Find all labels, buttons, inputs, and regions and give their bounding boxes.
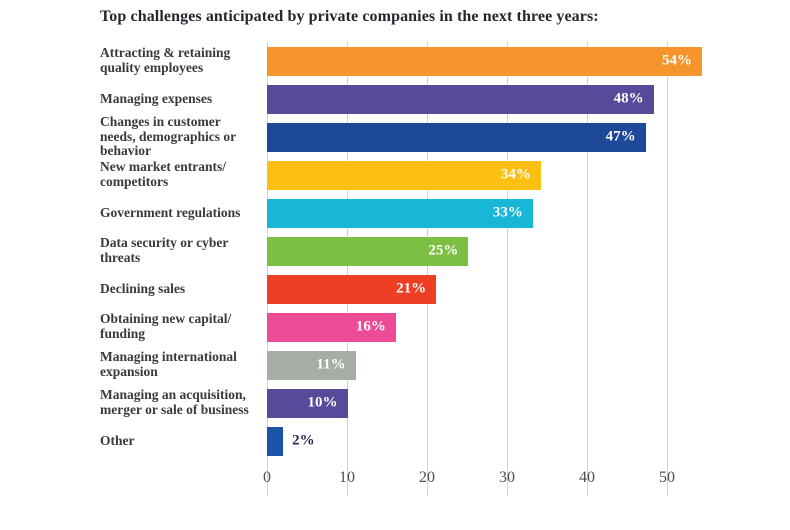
bar-track: 2% — [267, 426, 710, 456]
bar-value-label: 48% — [613, 90, 644, 107]
bar — [267, 84, 654, 114]
bar-track: 25% — [267, 236, 710, 266]
x-tick-label: 50 — [659, 469, 675, 486]
bar-value-label: 34% — [500, 166, 531, 183]
gridline-0 — [267, 42, 268, 496]
bar — [267, 388, 348, 418]
bar-row: Obtaining new capital/ funding 16% — [100, 308, 710, 346]
bar-track: 16% — [267, 312, 710, 342]
bar — [267, 46, 702, 76]
bar-row: Changes in customer needs, demographics … — [100, 114, 710, 158]
category-label: Obtaining new capital/ funding — [100, 311, 232, 341]
bar-value-label: 11% — [316, 356, 346, 373]
x-tick-label: 10 — [339, 469, 355, 486]
bar — [267, 198, 533, 228]
bar-value-label: 47% — [605, 128, 636, 145]
category-label: Managing international expansion — [100, 349, 237, 379]
x-tick-label: 30 — [499, 469, 515, 486]
bar-row: Attracting & retaining quality employees… — [100, 42, 710, 80]
x-axis: 0 10 20 30 40 50 — [263, 460, 707, 490]
category-label: New market entrants/ competitors — [100, 159, 226, 189]
gridline-30 — [507, 42, 508, 496]
bar-row: Data security or cyber threats 25% — [100, 232, 710, 270]
bar-row: Managing international expansion 11% — [100, 346, 710, 384]
bar — [267, 350, 356, 380]
bar-row: Managing expenses 48% — [100, 80, 710, 118]
bar — [267, 312, 396, 342]
bar-row: Declining sales 21% — [100, 270, 710, 308]
bar-track: 47% — [267, 122, 710, 152]
bar-row: Other 2% — [100, 422, 710, 460]
bar-row: Government regulations 33% — [100, 194, 710, 232]
bar-track: 34% — [267, 160, 710, 190]
gridline-40 — [587, 42, 588, 496]
bar-track: 11% — [267, 350, 710, 380]
chart-title: Top challenges anticipated by private co… — [100, 8, 599, 25]
bar-track: 54% — [267, 46, 710, 76]
gridline-20 — [427, 42, 428, 496]
bar-value-label: 33% — [492, 204, 523, 221]
category-label: Government regulations — [100, 204, 241, 220]
bar — [267, 236, 469, 266]
bar-track: 10% — [267, 388, 710, 418]
bar — [267, 274, 437, 304]
gridlines-layer — [267, 42, 707, 496]
gridline-10 — [347, 42, 348, 496]
category-label: Managing expenses — [100, 90, 213, 106]
bar — [267, 426, 284, 456]
category-label: Declining sales — [100, 280, 186, 296]
bar — [267, 122, 646, 152]
bar-row: Managing an acquisition, merger or sale … — [100, 384, 710, 422]
category-label: Data security or cyber threats — [100, 235, 229, 265]
bar-value-label: 54% — [661, 52, 692, 69]
bar-track: 48% — [267, 84, 710, 114]
bar — [267, 160, 541, 190]
plot-region: Attracting & retaining quality employees… — [100, 42, 710, 496]
bar-row: New market entrants/ competitors 34% — [100, 156, 710, 194]
bar-value-label: 16% — [355, 318, 386, 335]
bar-value-label: 21% — [396, 280, 427, 297]
bar-rows: Attracting & retaining quality employees… — [100, 42, 710, 460]
bar-track: 33% — [267, 198, 710, 228]
category-label: Changes in customer needs, demographics … — [100, 113, 236, 159]
bar-value-label: 10% — [307, 394, 338, 411]
category-label: Managing an acquisition, merger or sale … — [100, 387, 249, 417]
category-label: Other — [100, 432, 135, 448]
gridline-50 — [667, 42, 668, 496]
category-label: Attracting & retaining quality employees — [100, 45, 231, 75]
x-tick-label: 40 — [579, 469, 595, 486]
x-tick-label: 0 — [263, 469, 271, 486]
bar-value-label: 2% — [292, 432, 315, 449]
bar-track: 21% — [267, 274, 710, 304]
bar-value-label: 25% — [428, 242, 459, 259]
x-tick-label: 20 — [419, 469, 435, 486]
